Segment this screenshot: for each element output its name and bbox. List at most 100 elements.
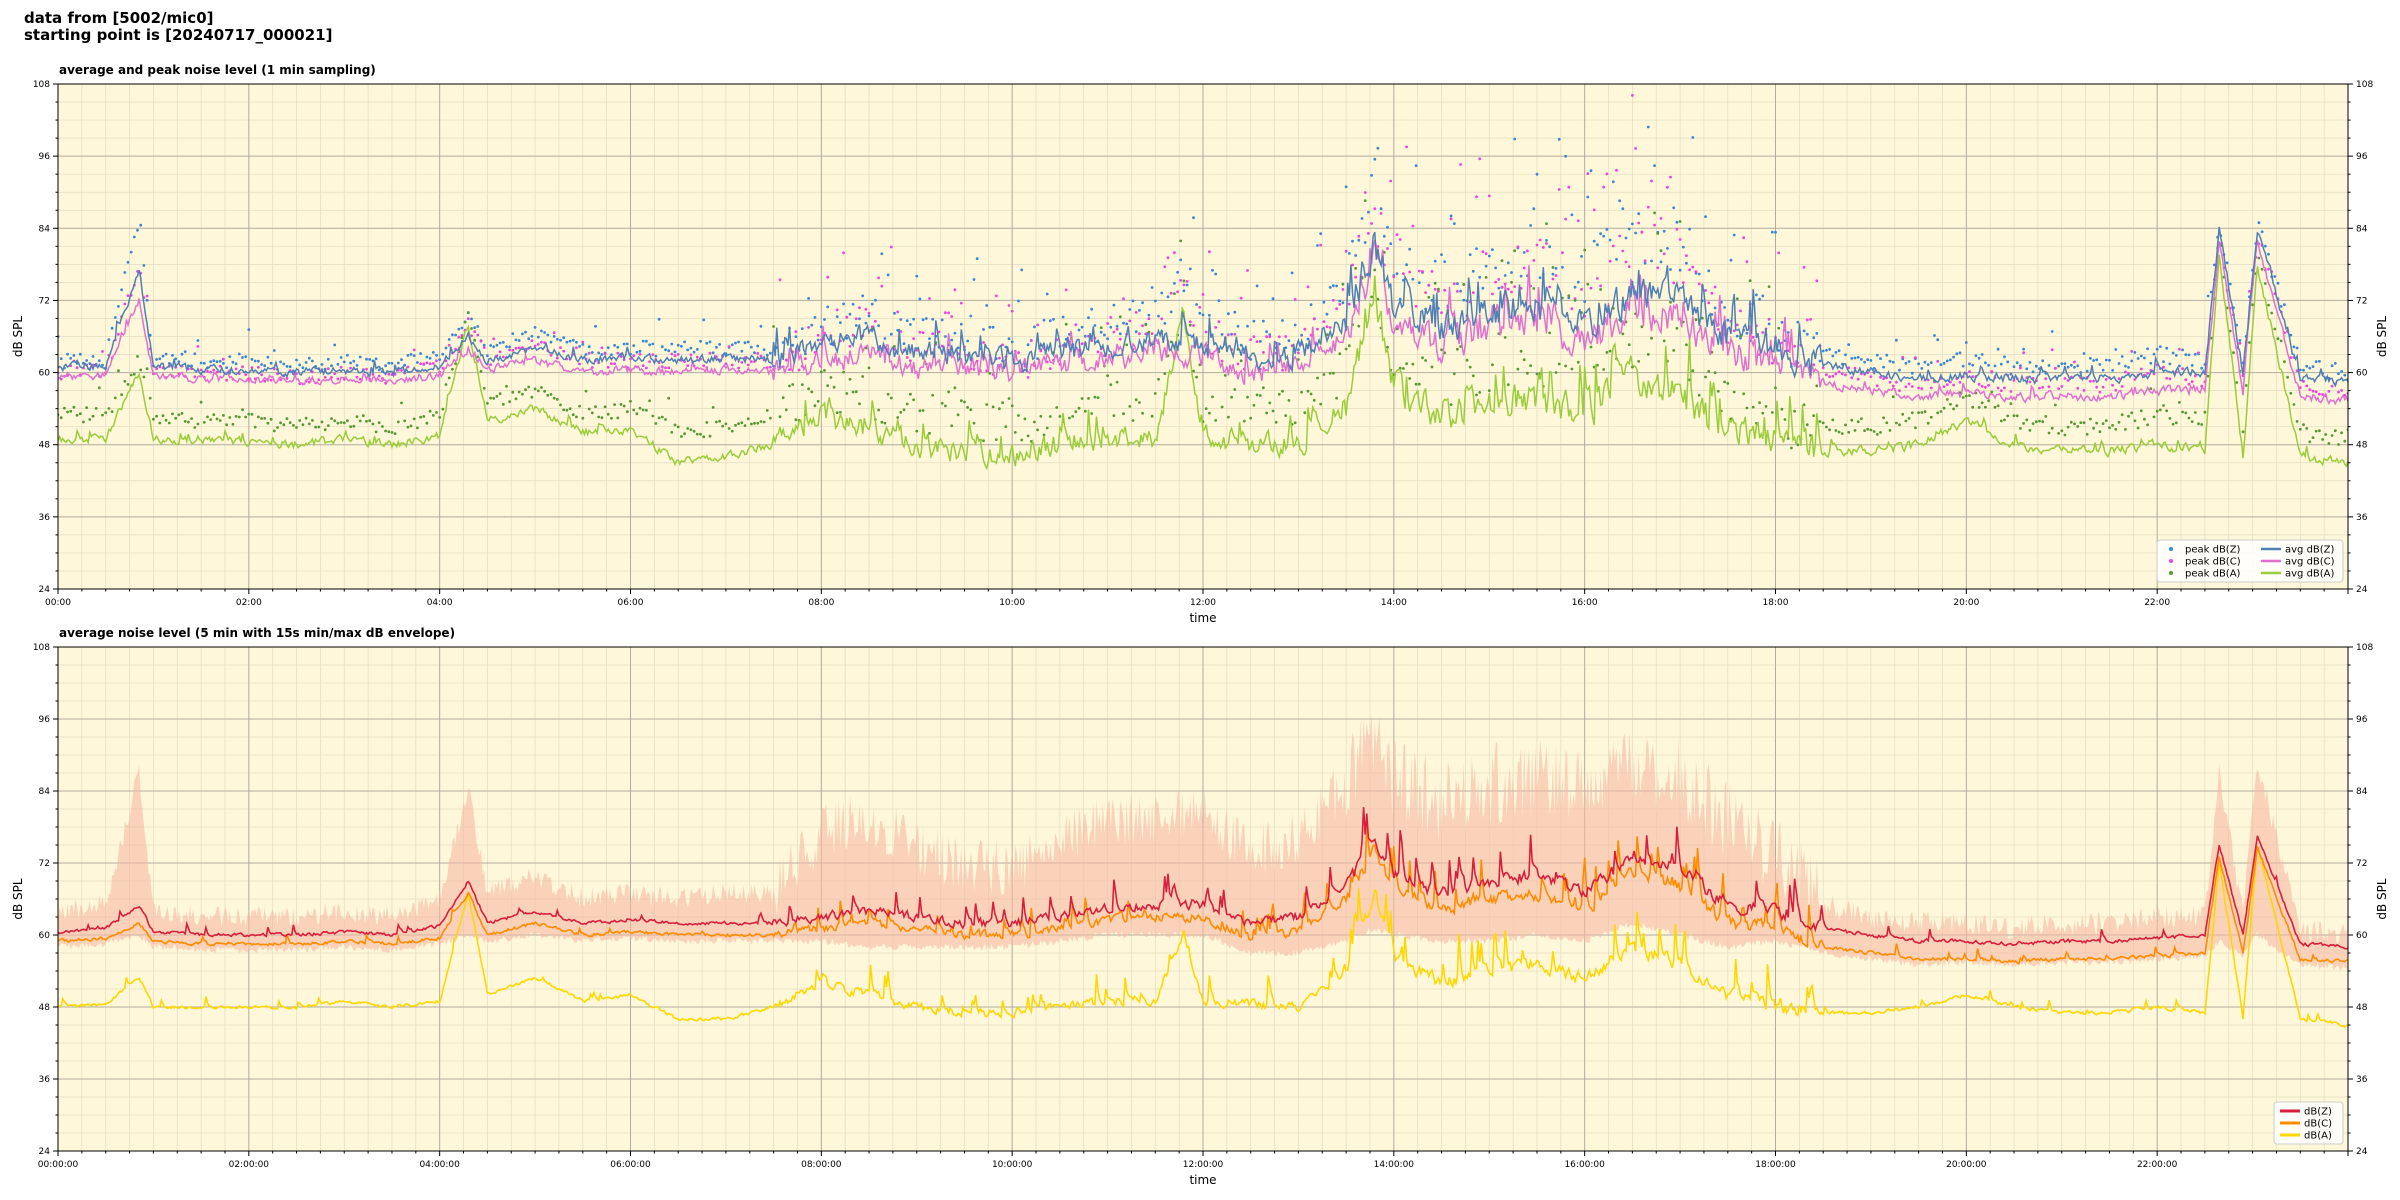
peak-point — [1249, 338, 1253, 341]
peak-point — [912, 337, 915, 340]
peak-point — [1440, 348, 1443, 352]
peak-point — [2104, 419, 2108, 423]
peak-point — [1688, 227, 1691, 231]
peak-point — [616, 345, 620, 349]
peak-point — [1656, 266, 1660, 270]
peak-point — [746, 417, 750, 421]
peak-point — [959, 399, 963, 403]
peak-point — [193, 375, 197, 379]
peak-point — [1166, 295, 1170, 299]
peak-point — [215, 370, 219, 374]
peak-point — [1405, 263, 1408, 267]
peak-point — [1118, 337, 1122, 341]
peak-point — [2225, 261, 2229, 265]
peak-point — [909, 323, 912, 326]
peak-point — [1118, 315, 1122, 319]
peak-point — [1471, 269, 1475, 273]
peak-point — [1844, 423, 1847, 427]
peak-point — [918, 409, 922, 413]
peak-point — [206, 369, 209, 373]
peak-point — [1179, 239, 1183, 243]
peak-point — [2340, 431, 2344, 435]
peak-point — [1751, 405, 1755, 409]
peak-point — [680, 344, 683, 348]
peak-point — [2022, 347, 2025, 351]
peak-point — [460, 336, 464, 340]
peak-point — [1424, 359, 1427, 362]
peak-point — [1437, 290, 1440, 293]
peak-point — [161, 354, 165, 358]
y-tick-label-right: 60 — [2356, 931, 2368, 941]
peak-point — [1554, 371, 1558, 374]
peak-point — [2146, 347, 2150, 351]
peak-point — [428, 362, 432, 366]
peak-point — [2092, 359, 2096, 362]
peak-point — [1265, 335, 1268, 339]
peak-point — [1564, 217, 1567, 221]
peak-point — [597, 351, 601, 355]
peak-point — [425, 355, 429, 359]
peak-point — [1255, 340, 1259, 343]
peak-point — [1351, 263, 1354, 267]
peak-point — [1252, 335, 1256, 338]
peak-point — [1332, 371, 1335, 375]
peak-point — [765, 353, 769, 357]
peak-point — [578, 345, 581, 348]
peak-point — [848, 377, 852, 381]
peak-point — [1173, 251, 1176, 255]
peak-point — [641, 408, 645, 412]
peak-point — [177, 413, 181, 417]
peak-point — [508, 400, 511, 404]
peak-point — [676, 425, 680, 429]
peak-point — [1974, 354, 1978, 357]
peak-point — [816, 333, 820, 337]
peak-point — [2340, 370, 2344, 373]
peak-point — [1402, 367, 1405, 370]
peak-point — [1780, 407, 1784, 411]
peak-point — [546, 333, 550, 337]
peak-point — [1287, 339, 1291, 343]
peak-point — [692, 350, 696, 354]
peak-point — [1678, 238, 1682, 241]
peak-point — [295, 426, 298, 429]
ticks — [53, 646, 2353, 1156]
peak-point — [237, 415, 241, 419]
peak-point — [664, 366, 667, 370]
peak-point — [1188, 323, 1192, 327]
peak-point — [2302, 423, 2305, 426]
peak-point — [858, 306, 861, 310]
peak-point — [1452, 222, 1456, 226]
peak-point — [1080, 325, 1084, 329]
peak-point — [253, 359, 257, 363]
peak-point — [1840, 432, 1844, 435]
peak-point — [1513, 249, 1517, 253]
peak-point — [2047, 431, 2051, 435]
peak-point — [2184, 353, 2188, 357]
peak-point — [1596, 363, 1599, 367]
legend: dB(Z)dB(C)dB(A) — [2273, 1101, 2344, 1145]
x-tick-label: 18:00:00 — [1755, 1160, 1796, 1170]
peak-point — [129, 250, 133, 254]
peak-point — [1561, 251, 1564, 255]
peak-point — [1087, 397, 1090, 400]
peak-point — [2190, 380, 2194, 384]
peak-point — [835, 411, 839, 414]
peak-point — [1557, 362, 1561, 366]
peak-point — [1901, 355, 1905, 359]
peak-point — [1821, 349, 1825, 353]
peak-point — [1939, 363, 1943, 367]
peak-point — [333, 343, 337, 347]
peak-point — [2025, 367, 2029, 371]
peak-point — [247, 412, 251, 416]
legend-box — [2156, 539, 2344, 583]
peak-point — [724, 362, 728, 366]
peak-point — [2305, 364, 2309, 368]
peak-point — [2333, 429, 2337, 433]
peak-point — [2273, 327, 2277, 331]
peak-point — [260, 373, 263, 377]
legend-label: dB(C) — [2304, 1119, 2332, 1130]
peak-point — [629, 399, 632, 403]
peak-point — [2178, 401, 2181, 404]
peak-point — [1208, 411, 1211, 415]
peak-point — [1036, 323, 1039, 327]
